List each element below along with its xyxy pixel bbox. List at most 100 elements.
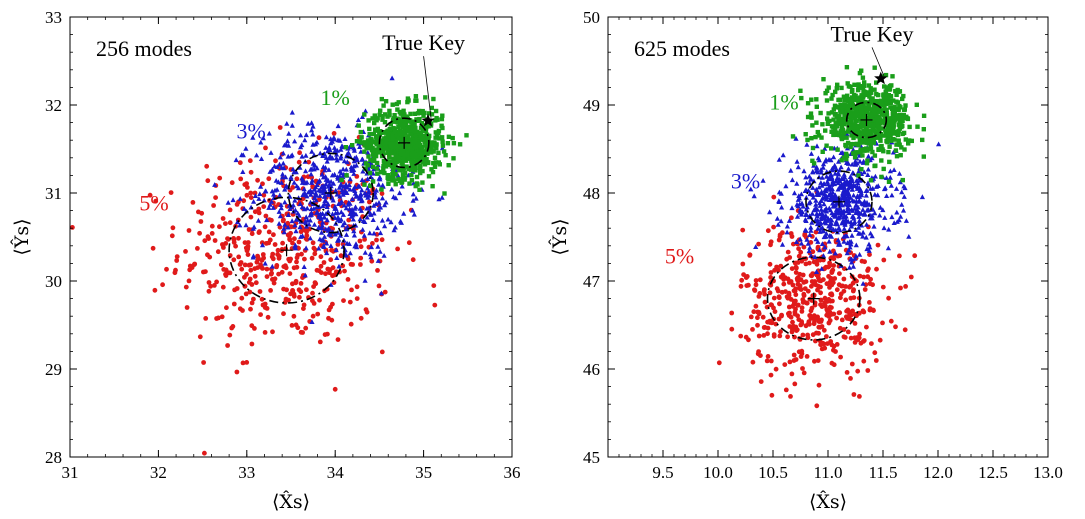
point-triangle [364,214,370,220]
point-square [387,108,392,114]
point-circle [294,259,299,265]
point-square [405,129,411,134]
point-circle [374,232,380,237]
point-circle [325,331,330,337]
point-triangle [331,134,337,140]
point-circle [817,324,823,330]
point-circle [800,272,806,278]
point-square [409,164,414,170]
point-triangle [375,258,381,263]
point-triangle [808,151,814,156]
point-triangle [413,195,419,201]
point-square [393,148,398,153]
point-circle [240,308,245,313]
point-triangle [813,186,819,192]
point-circle [848,312,854,318]
point-circle [357,238,363,244]
y-tick-label: 46 [583,360,600,379]
point-circle [826,314,832,319]
point-circle [877,337,883,343]
point-square [450,135,455,141]
point-square [424,142,429,147]
point-triangle [353,154,359,160]
point-triangle [339,198,345,204]
point-square [362,149,367,154]
point-triangle [314,182,320,187]
point-triangle [240,152,246,158]
point-triangle [410,191,416,197]
point-square [843,118,848,123]
point-square [882,133,887,138]
point-circle [164,266,169,272]
center-cross [280,244,293,257]
point-square [852,124,857,130]
point-square [383,146,388,151]
point-circle [822,300,827,306]
point-triangle [826,238,832,244]
point-circle [216,315,221,321]
point-square [364,145,369,150]
point-triangle [335,210,341,215]
point-square [434,146,439,151]
point-circle [239,266,245,272]
point-square [837,132,842,137]
point-triangle [753,244,759,249]
point-square [847,102,853,107]
point-square [398,145,403,150]
point-triangle [863,234,869,240]
point-square [860,75,866,80]
point-square [350,143,355,148]
point-circle [293,280,299,286]
point-square [344,173,349,178]
point-circle [204,163,210,169]
point-circle [270,329,275,335]
point-square [900,131,905,137]
x-axis-label: ⟨X̂s⟩ [809,491,847,513]
point-circle [197,334,203,340]
point-triangle [297,165,303,170]
point-square [829,110,835,115]
point-circle [809,283,814,289]
point-square [874,98,879,104]
point-triangle [288,153,294,159]
point-triangle [347,201,353,206]
point-circle [799,258,805,264]
point-square [810,123,815,128]
point-triangle [300,177,306,183]
point-triangle [331,145,338,150]
point-square [391,141,396,146]
point-square [416,139,422,145]
point-square [875,117,880,122]
point-square [432,164,438,169]
point-circle [287,271,293,276]
point-square [876,92,881,98]
point-square [895,87,900,93]
point-triangle [856,225,862,230]
point-triangle [851,198,857,204]
point-square [886,126,892,131]
point-triangle [323,181,329,187]
point-square [868,178,874,183]
point-circle [805,335,811,341]
point-circle [330,265,336,271]
point-square [875,133,880,138]
point-square [870,149,875,155]
point-square [445,141,451,146]
point-circle [762,291,767,297]
point-triangle [829,217,835,223]
point-triangle [813,202,819,207]
point-triangle [748,186,754,192]
point-triangle [351,228,357,234]
point-triangle [836,242,842,247]
point-square [856,173,861,178]
point-square [417,187,422,192]
point-circle [249,300,255,306]
point-square [845,96,851,102]
point-square [811,161,817,166]
point-triangle [808,228,814,233]
point-circle [765,228,771,234]
point-square [814,104,819,109]
point-circle [765,331,770,337]
point-circle [838,354,843,360]
point-square [858,140,863,145]
